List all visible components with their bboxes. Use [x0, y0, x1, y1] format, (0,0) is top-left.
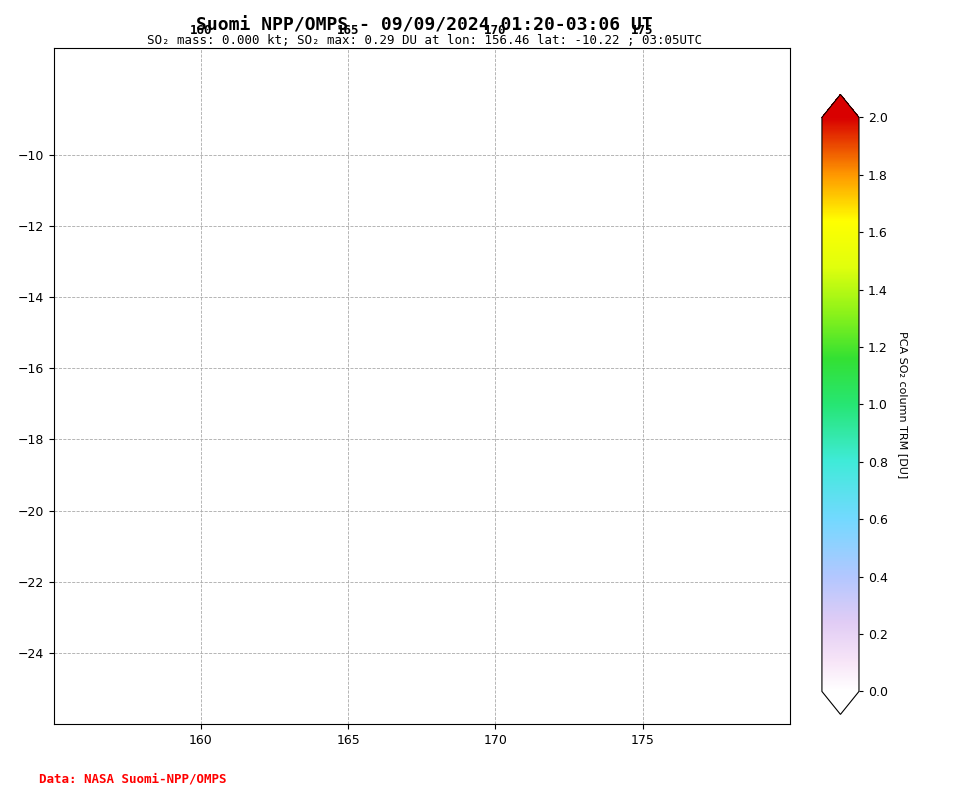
Text: Suomi NPP/OMPS - 09/09/2024 01:20-03:06 UT: Suomi NPP/OMPS - 09/09/2024 01:20-03:06 … [196, 16, 652, 34]
Text: Data: NASA Suomi-NPP/OMPS: Data: NASA Suomi-NPP/OMPS [39, 773, 226, 786]
Text: 175: 175 [631, 24, 654, 38]
Y-axis label: PCA SO₂ column TRM [DU]: PCA SO₂ column TRM [DU] [897, 330, 908, 478]
Text: 165: 165 [336, 24, 360, 38]
Text: SO₂ mass: 0.000 kt; SO₂ max: 0.29 DU at lon: 156.46 lat: -10.22 ; 03:05UTC: SO₂ mass: 0.000 kt; SO₂ max: 0.29 DU at … [146, 34, 702, 46]
PathPatch shape [822, 691, 859, 714]
Text: 170: 170 [484, 24, 507, 38]
Text: 160: 160 [189, 24, 213, 38]
PathPatch shape [822, 94, 859, 118]
